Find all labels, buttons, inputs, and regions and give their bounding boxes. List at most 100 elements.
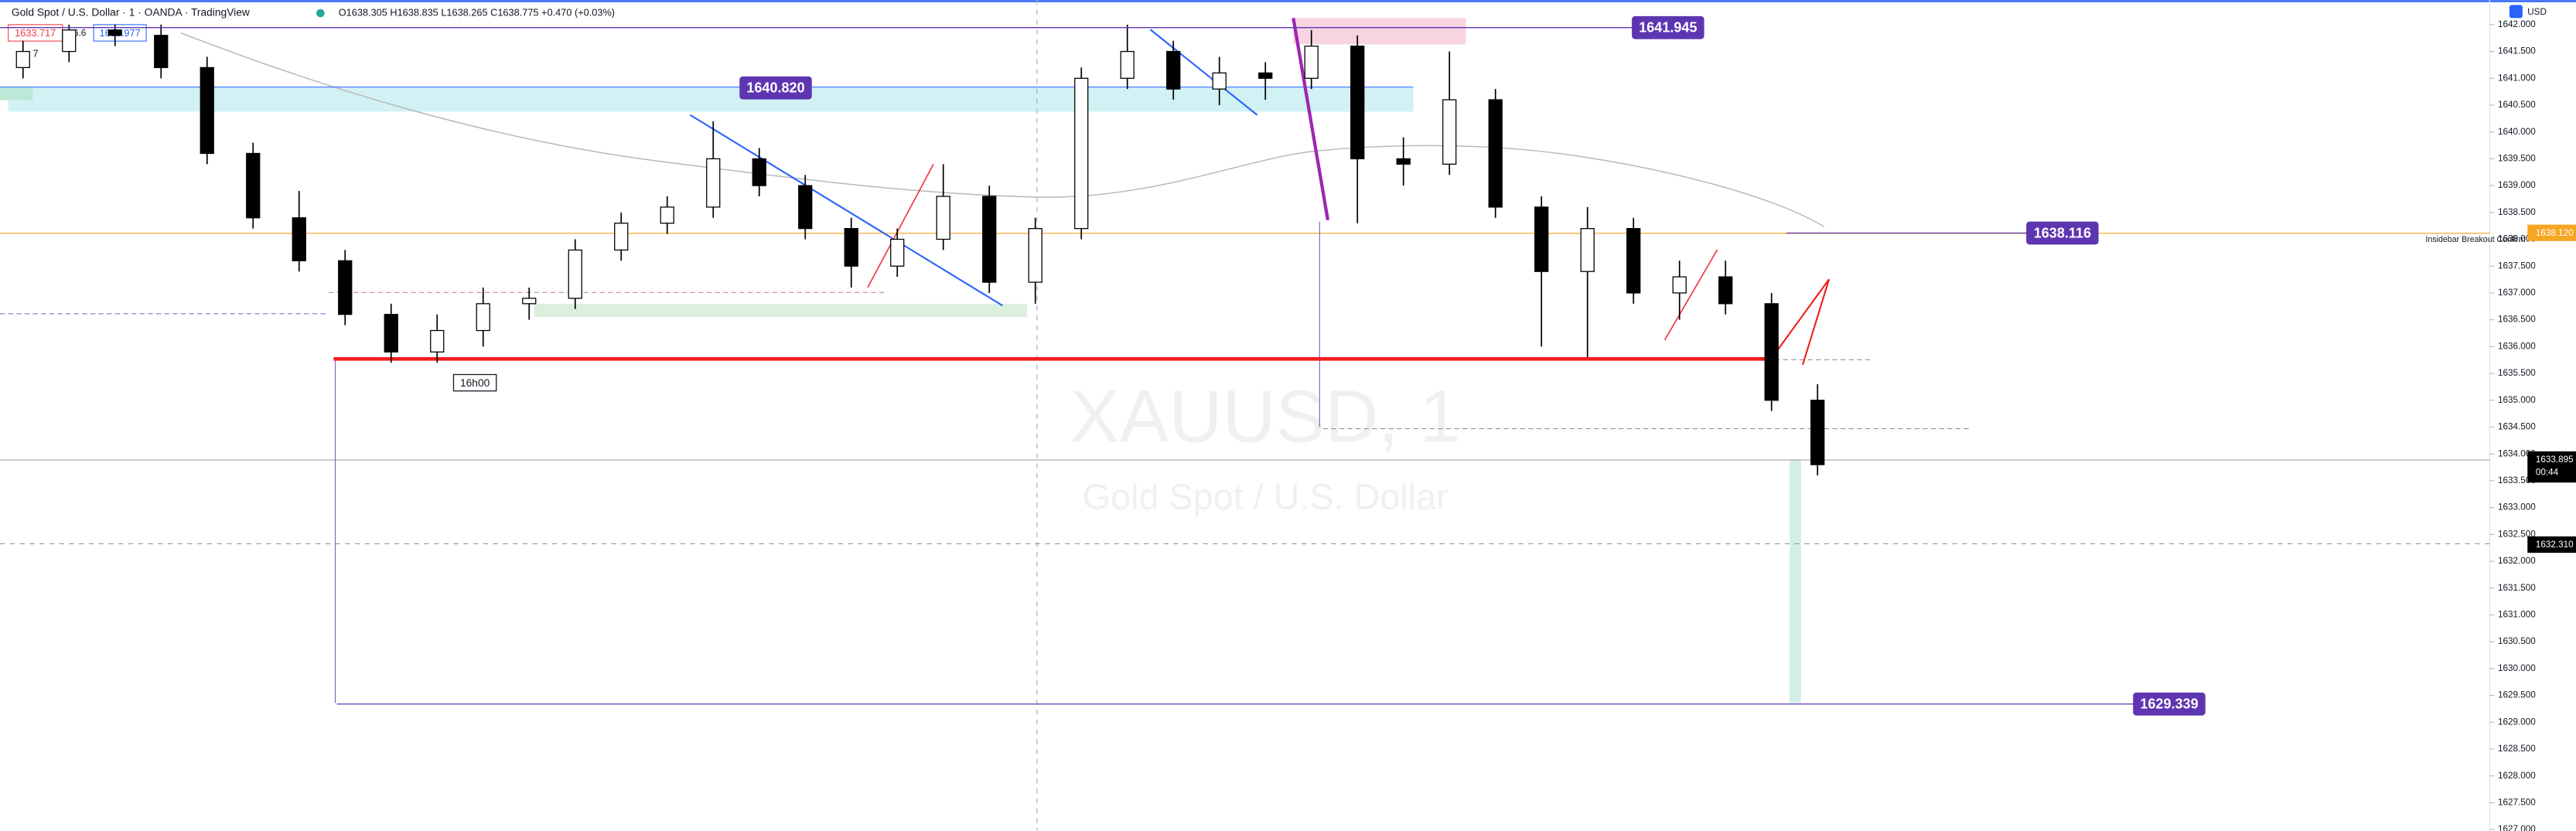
zone-box: [1790, 460, 1801, 703]
arrow: [1776, 278, 1830, 352]
candle-body: [476, 303, 490, 332]
y-tick-label: 1629.000: [2498, 717, 2536, 727]
y-tick-label: 1632.500: [2498, 529, 2536, 539]
candle-body: [154, 35, 169, 69]
level-label: 1638.116: [2034, 225, 2091, 240]
level-label: 1629.339: [2140, 696, 2198, 712]
candle-body: [936, 196, 950, 240]
level-label: 1641.945: [1639, 20, 1697, 36]
candle-body: [15, 50, 30, 69]
candle-body: [798, 185, 813, 230]
candle-body: [1488, 99, 1503, 208]
candle-body: [614, 223, 629, 251]
y-tick-label: 1628.500: [2498, 744, 2536, 754]
level-label-box: [739, 76, 812, 100]
candle-body: [1166, 50, 1181, 90]
candle-body: [107, 29, 122, 36]
candle-body: [1442, 99, 1457, 165]
y-tick-label: 1639.500: [2498, 153, 2536, 163]
countdown: 00:44: [2536, 468, 2559, 478]
candle-body: [1350, 46, 1365, 160]
candle-body: [1258, 72, 1273, 79]
y-tick-label: 1631.500: [2498, 583, 2536, 593]
candle-body: [706, 158, 721, 208]
trend-line: [1291, 18, 1330, 221]
candle-body: [982, 196, 997, 283]
trend-line: [1663, 249, 1718, 341]
candle-body: [890, 238, 905, 267]
axis-price-label: 1633.895: [2536, 455, 2574, 465]
symbol-title: Gold Spot / U.S. Dollar · 1 · OANDA · Tr…: [12, 6, 250, 19]
candle-body: [292, 217, 306, 261]
watermark-subtitle: Gold Spot / U.S. Dollar: [1083, 476, 1448, 516]
y-tick-label: 1634.000: [2498, 448, 2536, 458]
candle-body: [752, 158, 766, 186]
candle-body: [246, 152, 261, 219]
trend-line: [867, 164, 934, 288]
axis-price-box: [2527, 536, 2576, 553]
zone-box: [1293, 18, 1466, 45]
y-tick-label: 1629.500: [2498, 690, 2536, 700]
y-tick-label: 1639.000: [2498, 180, 2536, 190]
y-tick-label: 1630.500: [2498, 636, 2536, 646]
candle-body: [430, 329, 445, 352]
candle-body: [200, 66, 214, 155]
zone-box: [0, 87, 33, 100]
y-tick-label: 1635.500: [2498, 368, 2536, 378]
axis-price-label: 1638.120: [2536, 228, 2574, 238]
y-tick-label: 1637.500: [2498, 261, 2536, 271]
candle-body: [1580, 228, 1595, 272]
candle-body: [1534, 206, 1549, 272]
y-tick-label: 1638.000: [2498, 234, 2536, 244]
candle-body: [384, 314, 398, 352]
bid-price[interactable]: 1633.717: [15, 27, 56, 39]
y-tick-label: 1642.000: [2498, 19, 2536, 29]
candle-body: [62, 29, 77, 53]
y-tick-label: 1641.500: [2498, 46, 2536, 56]
level-label-box: [2026, 221, 2099, 245]
axis-price-box: [2527, 224, 2576, 241]
ohlc-values: O1638.305 H1638.835 L1638.265 C1638.775 …: [339, 6, 615, 18]
currency-icon[interactable]: [2509, 5, 2523, 19]
annotation: 16h00: [460, 376, 490, 389]
status-dot: [316, 9, 325, 18]
currency[interactable]: USD: [2527, 7, 2547, 17]
indicator-count: 7: [33, 48, 39, 60]
level-label-box: [2133, 692, 2206, 716]
y-tick-label: 1627.500: [2498, 797, 2536, 807]
y-tick-label: 1628.000: [2498, 771, 2536, 781]
candle-body: [1304, 46, 1319, 79]
candle-body: [1396, 158, 1411, 165]
level-label-box: [1632, 15, 1704, 39]
y-tick-label: 1638.500: [2498, 207, 2536, 217]
candle-body: [522, 298, 537, 305]
candle-body: [1626, 228, 1641, 294]
y-tick-label: 1627.000: [2498, 824, 2536, 831]
level-label: 1640.820: [746, 80, 804, 96]
candle-body: [338, 260, 353, 315]
y-tick-label: 1630.000: [2498, 663, 2536, 673]
y-tick-label: 1633.000: [2498, 502, 2536, 513]
candle-body: [1718, 276, 1733, 305]
y-tick-label: 1632.000: [2498, 556, 2536, 566]
candle-body: [1672, 276, 1687, 294]
axis-price-label: 1632.310: [2536, 540, 2574, 550]
moving-average: [180, 32, 1825, 227]
watermark: XAUUSD, 1: [1070, 375, 1461, 458]
y-tick-label: 1636.000: [2498, 341, 2536, 351]
candle-body: [568, 249, 582, 299]
y-tick-label: 1641.000: [2498, 73, 2536, 83]
candle-body: [844, 228, 858, 267]
zone-box: [8, 87, 1414, 112]
zone-box: [534, 304, 1028, 318]
axis-price-box: [2527, 451, 2576, 483]
trend-line: [689, 114, 1003, 307]
candle-body: [1810, 400, 1825, 465]
candle-body: [1764, 303, 1779, 401]
candle-body: [1120, 50, 1134, 79]
y-tick-label: 1637.000: [2498, 288, 2536, 298]
